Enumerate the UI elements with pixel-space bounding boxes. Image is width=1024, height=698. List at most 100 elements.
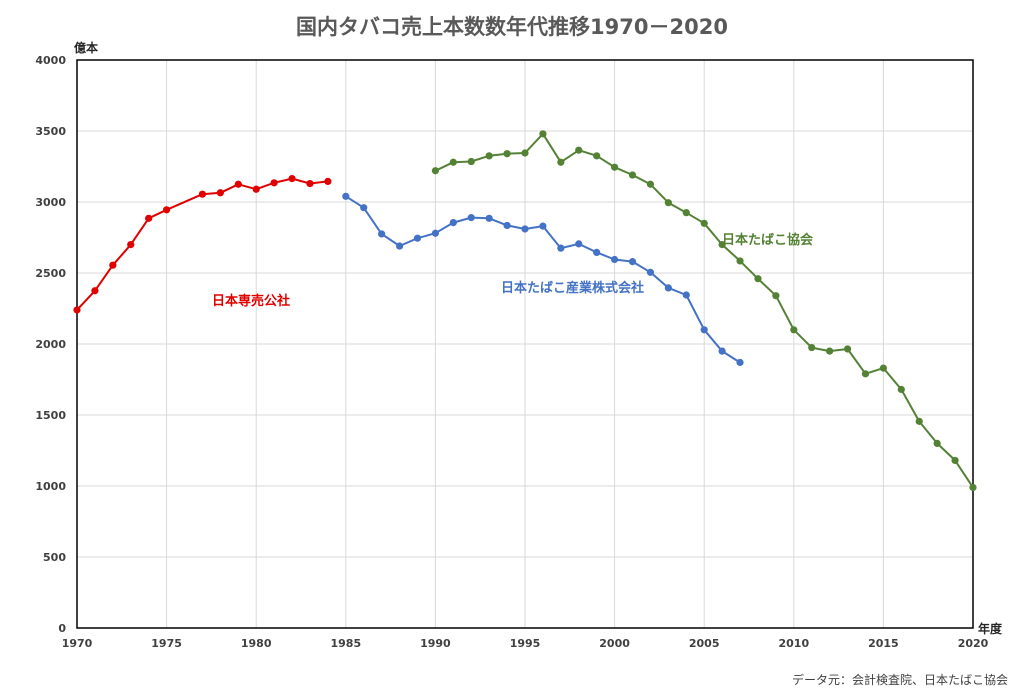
grid <box>76 59 974 629</box>
x-tick-label: 1995 <box>510 637 541 650</box>
data-point <box>969 483 977 492</box>
series-label-kyokai: 日本たばこ協会 <box>722 232 814 248</box>
data-point <box>360 204 368 212</box>
data-point <box>485 152 493 160</box>
y-tick-label: 3000 <box>35 196 66 209</box>
x-tick-label: 1985 <box>330 637 361 650</box>
y-tick-label: 2000 <box>35 338 66 351</box>
y-axis-ticks: 0 500 1000 1500 2000 2500 3000 3500 4000 <box>35 54 66 635</box>
chart-title: 国内タバコ売上本数数年代推移1970－2020 <box>296 15 728 39</box>
data-point <box>754 275 762 283</box>
x-tick-label: 2020 <box>958 637 989 650</box>
data-point <box>861 370 870 378</box>
series-line <box>76 177 329 311</box>
data-point <box>772 292 780 300</box>
data-point <box>736 358 744 367</box>
data-point <box>557 244 565 252</box>
series-1 <box>342 192 744 367</box>
data-point <box>216 189 224 197</box>
data-point <box>431 229 439 237</box>
data-point <box>700 219 708 227</box>
data-point <box>252 185 260 193</box>
x-tick-label: 1990 <box>420 637 451 650</box>
data-point <box>521 149 529 157</box>
series-0 <box>73 174 332 314</box>
data-point <box>342 192 350 200</box>
data-point <box>431 167 439 175</box>
data-point <box>664 284 672 292</box>
y-tick-label: 1500 <box>35 409 66 422</box>
data-point <box>449 158 457 166</box>
x-tick-label: 1970 <box>62 637 93 650</box>
y-tick-label: 500 <box>43 551 66 564</box>
data-point <box>163 206 171 214</box>
series-layer <box>73 130 977 492</box>
data-point <box>306 179 314 188</box>
data-point <box>395 242 404 250</box>
x-tick-label: 1980 <box>241 637 272 650</box>
data-point <box>288 174 296 183</box>
data-point <box>557 158 565 166</box>
data-point <box>485 214 493 222</box>
y-tick-label: 4000 <box>35 54 66 67</box>
data-point <box>73 306 81 314</box>
series-2 <box>431 130 977 492</box>
data-point <box>826 347 834 355</box>
x-tick-label: 2005 <box>689 637 720 650</box>
series-line <box>345 195 741 364</box>
data-point <box>915 417 923 425</box>
data-point <box>449 218 457 227</box>
x-axis-ticks: 1970 1975 1980 1985 1990 1995 2000 2005 2010 2015… <box>62 637 989 650</box>
data-point <box>467 214 475 222</box>
data-point <box>951 456 959 465</box>
data-point <box>109 261 117 269</box>
data-point <box>718 241 726 249</box>
data-point <box>575 146 583 154</box>
data-point <box>413 234 422 242</box>
data-point <box>539 222 547 230</box>
y-tick-label: 3500 <box>35 125 66 138</box>
plot-area-border <box>76 59 974 629</box>
x-tick-label: 2000 <box>599 637 630 650</box>
data-point <box>682 291 690 299</box>
y-axis-label: 億本 <box>74 40 98 55</box>
y-tick-label: 0 <box>58 622 66 635</box>
y-tick-label: 2500 <box>35 267 66 280</box>
data-point <box>718 347 726 355</box>
data-point <box>682 209 690 217</box>
data-point <box>145 214 153 222</box>
data-point <box>628 171 637 179</box>
data-point <box>539 130 547 138</box>
series-label-jt: 日本たばこ産業株式会社 <box>501 280 644 296</box>
data-point <box>611 163 619 171</box>
source-note: データ元：会計検査院、日本たばこ協会 <box>792 672 1008 687</box>
data-point <box>808 343 816 352</box>
data-point <box>127 241 135 249</box>
data-point <box>503 221 511 230</box>
data-point <box>700 326 708 334</box>
data-point <box>897 385 905 394</box>
data-point <box>593 248 601 257</box>
x-axis-label: 年度 <box>978 621 1003 636</box>
data-point <box>324 177 332 186</box>
data-point <box>664 199 672 207</box>
data-point <box>378 230 386 238</box>
data-point <box>198 190 207 198</box>
data-point <box>593 152 601 160</box>
data-point <box>575 240 583 248</box>
data-point <box>933 439 941 447</box>
data-point <box>628 258 637 266</box>
x-tick-label: 1975 <box>151 637 182 650</box>
y-tick-label: 1000 <box>35 480 66 493</box>
data-point <box>91 287 99 295</box>
data-point <box>270 179 278 187</box>
series-label-senbai: 日本専売公社 <box>212 293 290 309</box>
data-point <box>879 364 888 372</box>
data-point <box>843 345 852 353</box>
x-tick-label: 2010 <box>778 637 809 650</box>
data-point <box>646 268 655 276</box>
data-point <box>503 150 511 158</box>
data-point <box>521 225 529 233</box>
data-point <box>467 157 475 166</box>
